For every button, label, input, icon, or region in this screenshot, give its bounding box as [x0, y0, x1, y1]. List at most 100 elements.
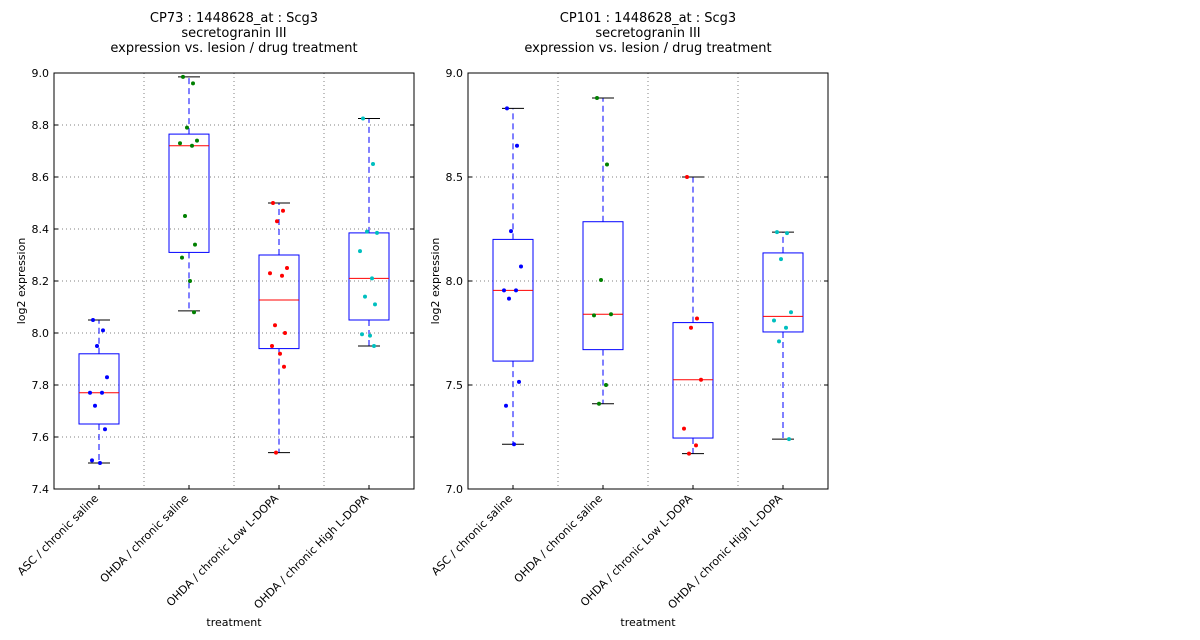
data-point [278, 351, 282, 356]
box-iqr [492, 238, 534, 362]
data-point [517, 379, 521, 384]
chart-title-line: secretogranin III [181, 26, 286, 41]
y-tick-label: 7.4 [32, 483, 50, 496]
y-tick-label: 7.0 [446, 483, 464, 496]
data-point [270, 344, 274, 348]
data-point [779, 257, 783, 262]
chart-title-line: expression vs. lesion / drug treatment [524, 41, 771, 56]
x-axis-label: treatment [620, 616, 676, 629]
data-point [188, 279, 192, 283]
data-point [502, 288, 506, 293]
data-point [512, 442, 516, 447]
data-point [88, 390, 92, 395]
data-point [283, 331, 287, 335]
data-point [699, 377, 703, 382]
data-point [695, 316, 699, 321]
data-point [90, 458, 94, 463]
data-point [685, 175, 689, 179]
data-point [370, 276, 374, 281]
y-tick-label: 8.0 [446, 275, 464, 288]
data-point [599, 277, 603, 282]
box-iqr [762, 252, 804, 333]
data-point [180, 255, 184, 260]
data-point [514, 288, 518, 293]
data-point [101, 328, 105, 333]
data-point [592, 313, 596, 318]
data-point [181, 74, 185, 79]
data-point [103, 427, 107, 432]
x-tick-label: OHDA / chronic saline [98, 492, 192, 586]
data-point [609, 312, 613, 317]
data-point [105, 375, 109, 380]
data-point [777, 339, 781, 344]
chart-title-line: expression vs. lesion / drug treatment [110, 41, 357, 56]
chart-title-line: secretogranin III [595, 26, 700, 41]
data-point [784, 325, 788, 330]
data-point [507, 296, 511, 301]
box-iqr [672, 322, 714, 439]
data-point [93, 403, 97, 408]
y-tick-label: 8.2 [32, 275, 50, 288]
data-point [682, 426, 686, 431]
data-point [95, 344, 99, 348]
y-axis-label: log2 expression [15, 238, 28, 325]
data-point [604, 383, 608, 387]
data-point [281, 208, 285, 213]
data-point [271, 201, 275, 205]
y-tick-label: 8.6 [32, 171, 50, 184]
data-point [91, 318, 95, 322]
x-axis-label: treatment [206, 616, 262, 629]
data-point [363, 294, 367, 299]
data-point [98, 461, 102, 465]
data-point [192, 310, 196, 315]
data-point [687, 451, 691, 456]
data-point [275, 219, 279, 224]
box-iqr [168, 133, 210, 253]
data-point [515, 143, 519, 148]
data-point [689, 325, 693, 330]
data-point [375, 230, 379, 235]
y-tick-label: 9.0 [32, 67, 50, 80]
data-point [195, 138, 199, 143]
data-point [597, 401, 601, 406]
data-point [775, 230, 779, 235]
data-point [368, 333, 372, 338]
data-point [185, 125, 189, 130]
data-point [358, 249, 362, 254]
data-point [273, 323, 277, 328]
data-point [274, 450, 278, 455]
x-tick-label: ASC / chronic saline [15, 492, 101, 578]
data-point [694, 443, 698, 448]
data-point [372, 344, 376, 348]
data-point [504, 403, 508, 408]
data-point [789, 310, 793, 315]
data-point [361, 116, 365, 121]
axes-frame [53, 72, 415, 490]
y-tick-label: 9.0 [446, 67, 464, 80]
y-tick-label: 8.0 [32, 327, 50, 340]
data-point [268, 271, 272, 276]
data-point [505, 106, 509, 111]
y-tick-label: 8.8 [32, 119, 50, 132]
y-tick-label: 8.4 [32, 223, 50, 236]
data-point [772, 318, 776, 323]
y-tick-label: 7.6 [32, 431, 50, 444]
x-tick-label: ASC / chronic saline [429, 492, 515, 578]
data-point [509, 229, 513, 234]
y-tick-label: 7.8 [32, 379, 50, 392]
y-tick-label: 8.5 [446, 171, 464, 184]
data-point [193, 242, 197, 247]
chart-title-line: CP101 : 1448628_at : Scg3 [560, 11, 736, 26]
data-point [787, 437, 791, 442]
data-point [178, 141, 182, 146]
data-point [605, 162, 609, 167]
data-point [190, 143, 194, 148]
data-point [183, 214, 187, 218]
data-point [280, 273, 284, 278]
data-point [365, 229, 369, 234]
data-point [785, 231, 789, 236]
axes-frame [467, 72, 829, 490]
box-iqr [78, 353, 120, 425]
data-point [360, 332, 364, 337]
